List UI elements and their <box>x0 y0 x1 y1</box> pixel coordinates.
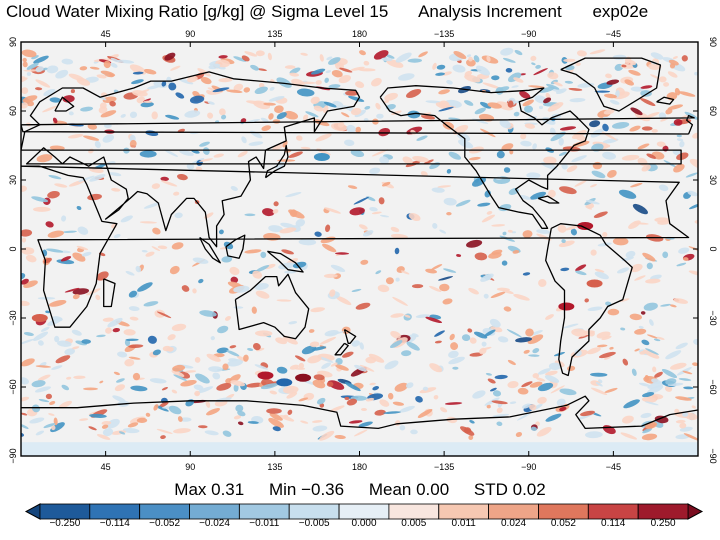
coastline-segment <box>656 96 675 105</box>
colorbar-label: 0.005 <box>401 518 427 529</box>
colorbar-label: 0.052 <box>550 518 576 529</box>
colorbar-swatch <box>587 503 639 520</box>
coastline-segment <box>54 96 75 112</box>
colorbar-label: 0.024 <box>500 518 527 529</box>
coastline-segment <box>545 223 633 377</box>
colorbar-swatch <box>288 503 340 520</box>
lon-label-top: 90 <box>185 29 195 39</box>
map-background <box>21 42 698 456</box>
colorbar-swatch <box>139 503 190 520</box>
axis-ticks: 45 45 90 90 135 135 180 180 −135 −135 −90 −90 −45 −45… <box>8 29 718 472</box>
coastline-segment <box>537 195 560 204</box>
colorbar-swatch <box>338 503 390 520</box>
lat-label-left: −30 <box>8 310 18 325</box>
lon-label-top: 180 <box>352 29 367 39</box>
colorbar-under-arrow <box>24 503 41 520</box>
colorbar-swatch <box>189 503 240 520</box>
coastline-segment <box>225 234 246 259</box>
colorbar-swatch <box>488 503 539 520</box>
colorbar-label: 0.011 <box>451 518 476 529</box>
colorbar-swatch <box>637 503 689 520</box>
colorbar-label: −0.005 <box>298 518 330 529</box>
coastline-segment <box>103 278 116 308</box>
lon-label-top: −90 <box>521 29 536 39</box>
stat-std: STD 0.02 <box>473 480 546 499</box>
lon-label-bottom: −45 <box>606 462 621 472</box>
stat-min: Min −0.36 <box>268 480 345 499</box>
coastline-segment <box>264 144 289 179</box>
colorbar-over-arrow <box>687 503 704 520</box>
lat-label-left: 60 <box>8 106 18 116</box>
colorbar-swatch <box>238 503 290 520</box>
lat-label-left: −60 <box>8 379 18 394</box>
colorbar-label: −0.011 <box>249 518 280 529</box>
colorbar-label: −0.250 <box>49 518 81 529</box>
lon-label-bottom: −90 <box>521 462 536 472</box>
colorbar-swatch <box>39 503 91 520</box>
lon-label-top: 135 <box>267 29 282 39</box>
lat-label-right: −30 <box>708 310 718 325</box>
figure-title: Cloud Water Mixing Ratio [g/kg] @ Sigma … <box>6 2 648 22</box>
lon-label-top: −45 <box>606 29 621 39</box>
lon-label-bottom: 135 <box>267 462 282 472</box>
colorbar-swatch <box>538 503 589 520</box>
coastline-segment <box>199 236 221 264</box>
title-variable: Cloud Water Mixing Ratio [g/kg] @ Sigma … <box>6 2 389 21</box>
lon-label-bottom: 180 <box>352 462 367 472</box>
stat-max: Max 0.31 <box>174 480 245 499</box>
colorbar-label: 0.114 <box>601 518 626 529</box>
stats-line: Max 0.31 Min −0.36 Mean 0.00 STD 0.02 <box>0 480 720 500</box>
colorbar-label: 0.000 <box>351 518 377 529</box>
colorbar-label: 0.250 <box>650 518 676 529</box>
coastline-segment <box>21 71 682 248</box>
lat-label-right: 0 <box>708 246 718 251</box>
lat-label-right: 30 <box>708 175 718 185</box>
title-kind: Analysis Increment <box>418 2 562 21</box>
lat-label-left: 90 <box>8 37 18 47</box>
colorbar-swatch <box>438 503 489 520</box>
lon-label-top: −135 <box>434 29 454 39</box>
colorbar-swatch <box>388 503 440 520</box>
lon-label-bottom: 45 <box>101 462 111 472</box>
lat-label-left: −90 <box>8 448 18 463</box>
lon-label-bottom: −135 <box>434 462 454 472</box>
coastline-segment <box>21 114 695 135</box>
lat-label-right: −60 <box>708 379 718 394</box>
colorbar-label: −0.024 <box>199 518 230 529</box>
lat-label-left: 0 <box>8 246 18 251</box>
lon-label-top: 45 <box>101 29 111 39</box>
lon-label-bottom: 90 <box>185 462 195 472</box>
coastline-segment <box>234 273 310 340</box>
coastlines <box>21 57 698 430</box>
lat-label-right: −90 <box>708 448 718 463</box>
lat-label-right: 90 <box>708 37 718 47</box>
colorbar <box>24 503 704 520</box>
coastline-segment <box>21 395 698 430</box>
title-experiment: exp02e <box>592 2 649 21</box>
colorbar-swatch <box>89 503 141 520</box>
coastline-segment <box>560 57 662 112</box>
lat-label-right: 60 <box>708 106 718 116</box>
coastline-segment <box>334 342 349 356</box>
coastline-segment <box>21 165 690 328</box>
lat-label-left: 30 <box>8 175 18 185</box>
colorbar-label: −0.114 <box>99 518 130 529</box>
colorbar-label: −0.052 <box>149 518 181 529</box>
coastline-segment <box>343 328 357 344</box>
coastline-segment <box>379 85 590 229</box>
stat-mean: Mean 0.00 <box>368 480 450 499</box>
coastline-segment <box>266 250 304 273</box>
